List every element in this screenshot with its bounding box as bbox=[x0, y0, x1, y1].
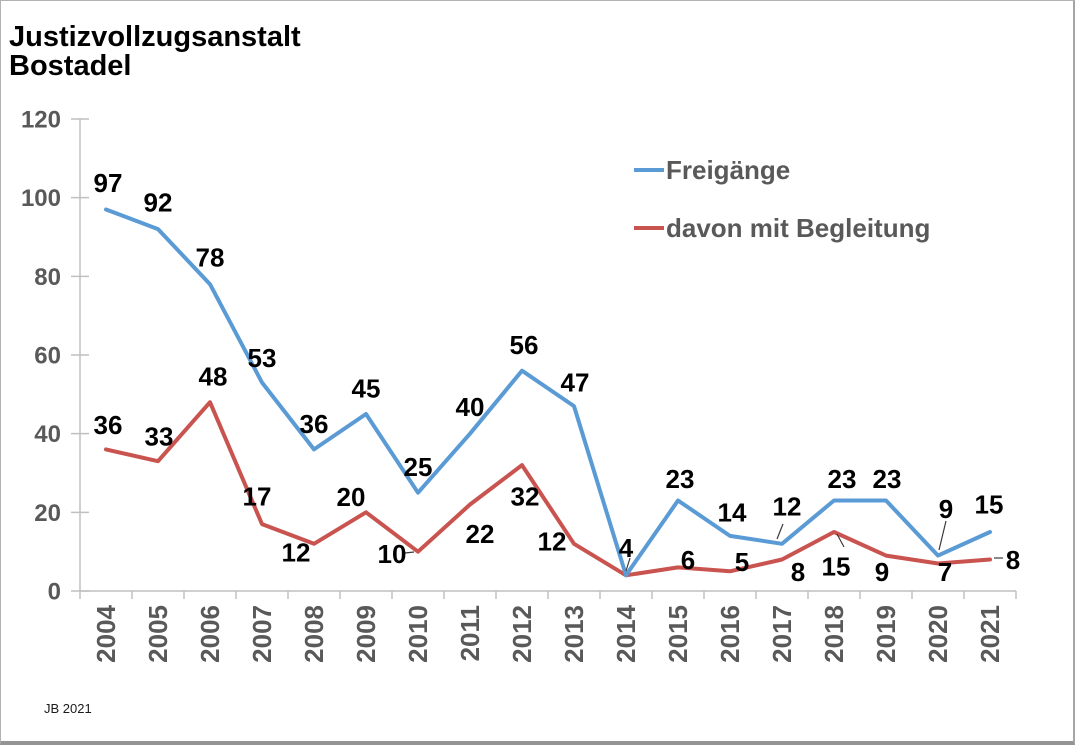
data-label: 56 bbox=[510, 330, 539, 360]
chart-legend: Freigänge davon mit Begleitung bbox=[634, 155, 930, 271]
x-tick-label: 2016 bbox=[715, 605, 745, 663]
x-tick-label: 2015 bbox=[663, 605, 693, 663]
y-tick-label: 60 bbox=[34, 343, 61, 370]
x-tick-label: 2012 bbox=[507, 605, 537, 663]
series-line-freigaenge bbox=[104, 207, 992, 578]
data-label: 53 bbox=[248, 343, 277, 373]
data-label: 17 bbox=[243, 482, 272, 512]
data-label: 8 bbox=[1006, 545, 1020, 575]
x-tick-label: 2014 bbox=[611, 604, 641, 662]
chart-title: Justizvollzugsanstalt Bostadel bbox=[9, 23, 301, 81]
data-label: 12 bbox=[282, 537, 311, 567]
x-tick-label: 2021 bbox=[975, 605, 1005, 663]
legend-label-begleitung: davon mit Begleitung bbox=[666, 212, 931, 243]
x-tick-label: 2004 bbox=[91, 604, 121, 662]
data-label: 12 bbox=[773, 491, 802, 521]
data-label: 48 bbox=[199, 362, 228, 392]
data-label: 4 bbox=[619, 533, 634, 563]
data-label: 14 bbox=[718, 497, 747, 527]
y-tick-label: 40 bbox=[34, 421, 61, 448]
x-tick-label: 2020 bbox=[923, 605, 953, 663]
data-label: 40 bbox=[456, 392, 485, 422]
legend-item-freigaenge: Freigänge bbox=[634, 155, 930, 185]
y-tick-label: 20 bbox=[34, 500, 61, 527]
x-tick-label: 2005 bbox=[143, 605, 173, 663]
x-tick-label: 2010 bbox=[403, 605, 433, 663]
x-axis-tick-labels: 2004 2005 2006 2007 2008 2009 2010 2011 2012 2013… bbox=[91, 604, 1005, 662]
x-tick-label: 2007 bbox=[247, 605, 277, 663]
legend-label-freigaenge: Freigänge bbox=[666, 154, 791, 185]
data-label: 22 bbox=[466, 519, 495, 549]
data-label: 23 bbox=[666, 464, 695, 494]
data-label: 23 bbox=[828, 464, 857, 494]
data-label: 9 bbox=[875, 557, 889, 587]
data-label: 92 bbox=[144, 188, 173, 218]
data-label: 8 bbox=[791, 557, 805, 587]
x-tick-label: 2008 bbox=[299, 605, 329, 663]
axes bbox=[71, 118, 1017, 599]
data-label: 23 bbox=[873, 464, 902, 494]
data-label: 25 bbox=[404, 452, 433, 482]
chart-title-line-2: Bostadel bbox=[9, 50, 132, 82]
x-tick-label: 2017 bbox=[767, 605, 797, 663]
series-line-begleitung bbox=[104, 400, 992, 578]
x-tick-label: 2018 bbox=[819, 605, 849, 663]
data-label: 45 bbox=[352, 374, 381, 404]
x-tick-label: 2011 bbox=[455, 605, 485, 661]
y-tick-label: 100 bbox=[21, 185, 61, 212]
data-label: 47 bbox=[561, 368, 590, 398]
data-label: 10 bbox=[378, 539, 407, 569]
y-tick-label: 120 bbox=[21, 107, 61, 134]
label-leader-lines bbox=[404, 520, 1003, 572]
data-label: 97 bbox=[94, 168, 123, 198]
legend-line-blue-icon bbox=[634, 168, 664, 172]
x-tick-label: 2019 bbox=[871, 605, 901, 663]
x-tick-label: 2009 bbox=[351, 605, 381, 663]
data-label: 20 bbox=[337, 482, 366, 512]
data-label: 7 bbox=[938, 557, 952, 587]
data-label: 78 bbox=[196, 243, 225, 273]
data-label: 15 bbox=[975, 490, 1004, 520]
data-label: 9 bbox=[939, 494, 953, 524]
x-tick-label: 2013 bbox=[559, 605, 589, 663]
data-label: 32 bbox=[511, 482, 540, 512]
x-tick-label: 2006 bbox=[195, 605, 225, 663]
y-tick-label: 0 bbox=[48, 579, 61, 606]
data-label: 6 bbox=[681, 545, 695, 575]
legend-item-begleitung: davon mit Begleitung bbox=[634, 213, 930, 243]
data-label: 15 bbox=[822, 552, 851, 582]
data-label: 33 bbox=[145, 422, 174, 452]
y-axis-tick-labels: 0 20 40 60 80 100 120 bbox=[21, 107, 61, 606]
y-tick-label: 80 bbox=[34, 264, 61, 291]
data-label: 36 bbox=[300, 409, 329, 439]
chart-title-line-1: Justizvollzugsanstalt bbox=[9, 21, 301, 53]
footer-note: JB 2021 bbox=[44, 701, 92, 716]
data-label: 36 bbox=[94, 410, 123, 440]
data-label: 12 bbox=[538, 526, 567, 556]
data-label: 5 bbox=[735, 547, 749, 577]
legend-line-red-icon bbox=[634, 226, 664, 230]
